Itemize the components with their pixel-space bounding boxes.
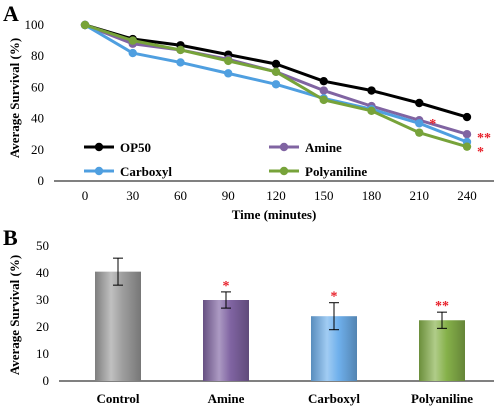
panel-a-y-ticks: 0 20 40 60 80 100 [25, 17, 45, 188]
legend-item: Amine [269, 140, 342, 155]
panel-b-y-axis-title: Average Survival (%) [7, 255, 22, 375]
x-tick-label: 30 [126, 188, 139, 203]
bar [419, 320, 465, 381]
data-point [176, 58, 185, 67]
legend-marker [279, 166, 289, 176]
legend-label: Polyaniline [305, 164, 367, 179]
panel-b-label: B [3, 225, 18, 250]
series-carboxyl [80, 20, 472, 147]
data-point [367, 106, 376, 116]
significance-marker: * [223, 279, 230, 294]
bar-amine: * [203, 279, 249, 381]
significance-marker: * [429, 117, 436, 132]
data-point [462, 142, 472, 151]
y-tick-label: 50 [36, 238, 49, 253]
data-point [462, 130, 472, 139]
data-point [224, 69, 233, 78]
bar-carboxyl: * [311, 290, 357, 381]
significance-marker: ** [435, 299, 449, 314]
data-point [271, 59, 281, 69]
panel-a-x-ticks: 0 30 60 90 120 150 180 210 240 [82, 188, 477, 203]
legend-item: OP50 [84, 140, 151, 155]
data-point [415, 119, 424, 128]
y-tick-label: 100 [25, 17, 45, 32]
y-tick-label: 0 [43, 373, 50, 388]
x-tick-label: 210 [410, 188, 430, 203]
legend-label: OP50 [120, 140, 151, 155]
panel-b-y-ticks: 0 10 20 30 40 50 [36, 238, 49, 388]
category-label: Carboxyl [308, 391, 360, 406]
series-polyaniline [80, 20, 472, 151]
bar [203, 300, 249, 381]
data-point [128, 48, 137, 58]
data-point [80, 20, 90, 30]
bar-polyaniline: ** [419, 299, 465, 381]
legend-item: Polyaniline [269, 164, 367, 179]
panel-a: A Average Survival (%) Time (minutes) 0 2… [3, 1, 494, 222]
data-point [415, 98, 424, 108]
panel-b-category-labels: Control Amine Carboxyl Polyaniline [96, 391, 473, 406]
x-tick-label: 240 [457, 188, 477, 203]
data-point [415, 128, 424, 137]
legend-marker [94, 166, 104, 176]
data-point [319, 76, 328, 86]
significance-marker: * [331, 290, 338, 305]
data-point [462, 112, 472, 122]
x-tick-label: 150 [314, 188, 334, 203]
y-tick-label: 60 [31, 79, 44, 94]
legend-marker [279, 142, 289, 152]
legend-marker [94, 142, 104, 152]
panel-a-series [80, 20, 472, 151]
data-point [319, 86, 328, 95]
data-point [367, 86, 376, 95]
y-tick-label: 20 [31, 142, 44, 157]
data-point [176, 45, 185, 55]
x-tick-label: 120 [266, 188, 286, 203]
x-tick-label: 60 [174, 188, 187, 203]
y-tick-label: 40 [36, 265, 49, 280]
legend-item: Carboxyl [84, 164, 172, 179]
y-tick-label: 30 [36, 292, 49, 307]
y-tick-label: 80 [31, 48, 44, 63]
x-tick-label: 90 [222, 188, 235, 203]
category-label: Control [96, 391, 139, 406]
panel-a-label: A [3, 1, 19, 26]
x-tick-label: 0 [82, 188, 89, 203]
data-point [271, 80, 281, 89]
legend-label: Carboxyl [120, 164, 172, 179]
category-label: Polyaniline [411, 391, 473, 406]
significance-marker: * [477, 145, 484, 160]
significance-marker: ** [477, 131, 491, 146]
bar-control [95, 257, 141, 381]
category-label: Amine [208, 391, 245, 406]
y-tick-label: 40 [31, 111, 44, 126]
panel-a-legend: OP50 Amine Carboxyl Polyaniline [84, 140, 367, 179]
panel-a-annotations: **** [429, 117, 491, 160]
panel-b-bars: **** [95, 257, 465, 381]
data-point [271, 67, 281, 77]
x-tick-label: 180 [362, 188, 382, 203]
data-point [224, 56, 233, 66]
bar [95, 271, 141, 381]
data-point [319, 95, 328, 105]
panel-a-x-axis-title: Time (minutes) [232, 207, 317, 222]
data-point [128, 36, 137, 45]
legend-label: Amine [305, 140, 342, 155]
panel-a-y-axis-title: Average Survival (%) [7, 38, 22, 158]
y-tick-label: 0 [38, 173, 45, 188]
y-tick-label: 10 [36, 346, 49, 361]
y-tick-label: 20 [36, 319, 49, 334]
